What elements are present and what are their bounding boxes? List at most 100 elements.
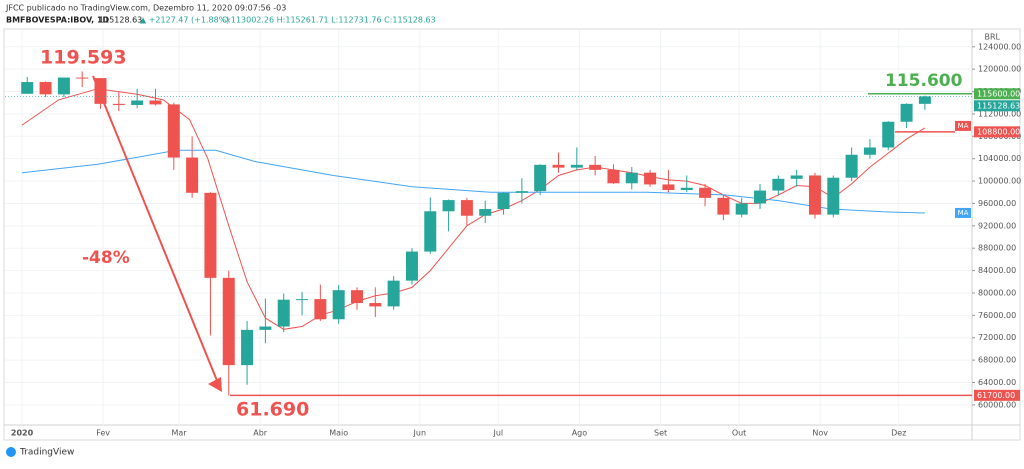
x-tick-label: Maio <box>329 429 348 438</box>
candle-body <box>772 178 785 191</box>
x-tick-label: Mar <box>171 429 187 438</box>
y-tick-label: 64000.00 <box>978 378 1016 387</box>
candle-body <box>277 299 290 327</box>
candle-body <box>534 164 547 192</box>
candle-body <box>296 299 309 301</box>
candle-body <box>918 96 931 104</box>
candle-body <box>21 82 34 94</box>
x-tick-label: Ago <box>572 429 588 438</box>
y-tick-label: 60000.00 <box>978 400 1016 409</box>
y-tick-label: 92000.00 <box>978 221 1016 230</box>
candle-body <box>222 277 235 366</box>
x-tick-label: Set <box>654 429 667 438</box>
candle-body <box>863 147 876 155</box>
x-tick-label: Out <box>732 429 747 438</box>
plot: 60000.00 64000.00 68000.00 72000.00 76000.00… <box>5 30 1021 438</box>
candle-body <box>515 191 528 193</box>
x-tick-label: Abr <box>253 429 268 438</box>
price-tag <box>974 100 1020 112</box>
symbol: BMFBOVESPA:IBOV, 1D <box>6 16 110 25</box>
candle-body <box>149 100 162 105</box>
candle-body <box>790 175 803 179</box>
candle-body <box>589 164 602 170</box>
x-tick-label: 2020 <box>11 429 34 438</box>
candle-body <box>204 192 217 278</box>
y-tick-label: 84000.00 <box>978 266 1016 275</box>
y-tick-label: 96000.00 <box>978 199 1016 208</box>
logo <box>6 447 16 457</box>
candle-body <box>625 172 638 184</box>
x-tick-label: Dez <box>891 429 906 438</box>
candle-body <box>442 200 455 212</box>
candle-body <box>552 164 565 168</box>
y-tick-label: 112000.00 <box>978 109 1021 118</box>
price-tag <box>974 389 1020 401</box>
ohlc: O:113002.26 H:115261.71 L:112731.76 C:11… <box>222 16 436 25</box>
candle-body <box>131 100 144 105</box>
last-price: 115128.63 <box>99 16 142 25</box>
candle-body <box>167 104 180 158</box>
price-tag-label: 115600.00 <box>977 89 1020 98</box>
candle-body <box>644 172 657 185</box>
price-tag-label: 61700.00 <box>977 391 1015 400</box>
y-tick-label: 100000.00 <box>978 177 1021 186</box>
arrow-head <box>208 377 222 392</box>
candle-body <box>754 190 767 204</box>
candle-body <box>662 184 675 191</box>
price-tag-label: 115128.63 <box>977 101 1020 110</box>
arrow <box>92 75 221 389</box>
ma-tag <box>955 207 971 218</box>
annotation: 115.600 <box>885 71 963 91</box>
candle-body <box>39 82 52 95</box>
candle-body <box>570 164 583 168</box>
candle-body <box>607 169 620 184</box>
frame <box>3 28 1021 441</box>
header-line: JFCC publicado no TradingView.com, Dezem… <box>5 4 286 13</box>
candle-body <box>387 280 400 307</box>
candle-body <box>717 197 730 215</box>
x-tick-label: Jun <box>413 429 427 438</box>
candle-body <box>827 177 840 215</box>
annotation: -48% <box>82 248 130 268</box>
y-tick-label: 76000.00 <box>978 311 1016 320</box>
candle-body <box>699 187 712 198</box>
price-tag-label: 108800.00 <box>977 127 1020 136</box>
moving-average <box>21 88 926 330</box>
y-tick-label: 80000.00 <box>978 288 1016 297</box>
x-tick-label: Fev <box>96 429 110 438</box>
y-tick-label: 120000.00 <box>978 65 1021 74</box>
candle-body <box>57 77 70 95</box>
ma-tag <box>955 120 971 131</box>
y-tick-label: 68000.00 <box>978 356 1016 365</box>
candle-body <box>735 203 748 215</box>
candle-body <box>405 251 418 281</box>
candle-body <box>497 192 510 210</box>
candle-body <box>845 154 858 178</box>
candle-body <box>882 121 895 148</box>
price-tag <box>974 88 1020 100</box>
y-tick-label: 104000.00 <box>978 154 1021 163</box>
candle-body <box>680 187 693 191</box>
candle-body <box>808 175 821 215</box>
candle-body <box>479 209 492 216</box>
candle-body <box>241 329 254 366</box>
candle-body <box>460 200 473 216</box>
ma-tag-label: MA <box>958 122 969 130</box>
annotation: 119.593 <box>40 47 127 69</box>
candle-body <box>76 77 89 79</box>
change: ▲ +2127.47 (+1.88%) <box>140 16 229 25</box>
candle-body <box>424 211 437 252</box>
candle-body <box>332 290 345 320</box>
candle-body <box>369 303 382 307</box>
ma-tag-label: MA <box>958 209 969 217</box>
candle-body <box>259 326 272 330</box>
annotation: 61.690 <box>236 399 309 421</box>
candle-body <box>900 103 913 122</box>
candle-body <box>186 157 199 193</box>
y-tick-label: 72000.00 <box>978 333 1016 342</box>
x-tick-label: Nov <box>812 429 828 438</box>
candle-body <box>112 103 125 105</box>
currency: BRL <box>984 33 1000 42</box>
